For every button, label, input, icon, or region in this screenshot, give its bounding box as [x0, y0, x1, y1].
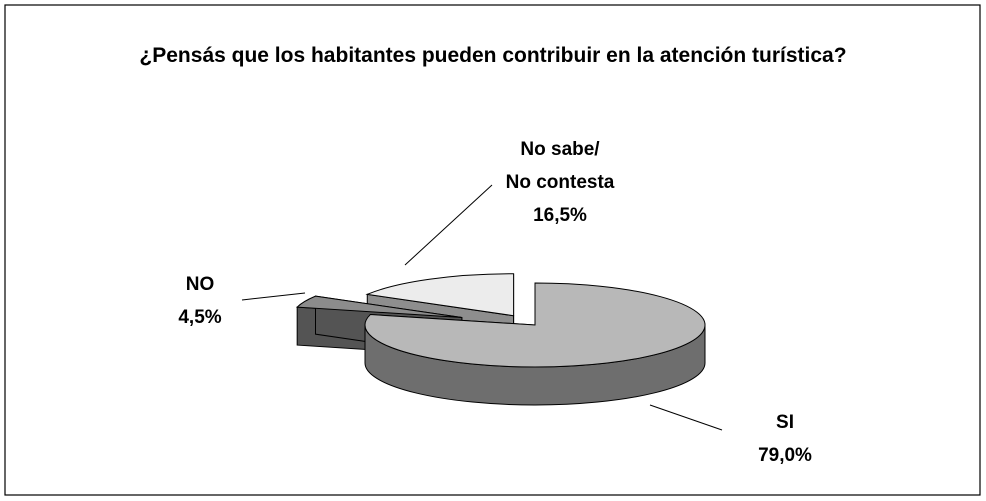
chart-title: ¿Pensás que los habitantes pueden contri… — [139, 44, 847, 67]
slice-top — [364, 282, 706, 368]
leader-line — [404, 184, 493, 266]
category-label: No sabe/No contesta — [506, 139, 615, 193]
slice — [364, 282, 706, 406]
slice-top — [365, 273, 515, 317]
pie — [296, 273, 706, 406]
value-label: 79,0% — [758, 445, 812, 466]
leader-line — [241, 292, 306, 301]
category-label: NO — [186, 274, 215, 295]
value-label: 4,5% — [178, 307, 221, 328]
leader-line — [649, 404, 723, 431]
chart-frame — [4, 4, 981, 496]
labels: SI 79,0% NO 4,5% No sabe/No contesta 16,5% — [178, 139, 812, 466]
category-label: SI — [776, 412, 794, 433]
title-box: ¿Pensás que los habitantes pueden contri… — [139, 44, 847, 67]
slice-top — [296, 295, 462, 319]
value-label: 16,5% — [533, 205, 587, 226]
